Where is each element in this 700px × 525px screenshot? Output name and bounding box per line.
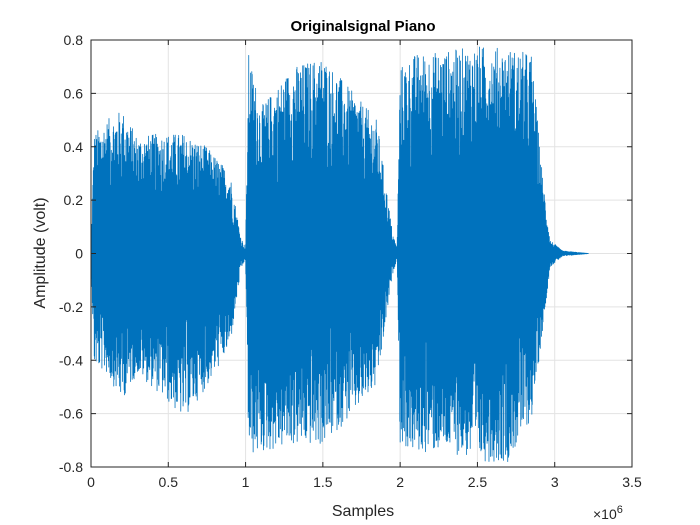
x-axis-exponent-base: ×10 [593, 506, 617, 522]
y-tick-label: -0.6 [59, 406, 83, 422]
x-tick-label: 0.5 [159, 474, 179, 490]
x-tick-label: 2.5 [468, 474, 488, 490]
y-tick-label: -0.2 [59, 299, 83, 315]
x-axis-exponent: ×106 [593, 504, 623, 522]
signal-series [90, 46, 589, 463]
y-tick-label: 0.6 [64, 85, 84, 101]
y-tick-label: 0.2 [64, 192, 84, 208]
x-tick-label: 3.5 [622, 474, 642, 490]
x-tick-label: 3 [551, 474, 559, 490]
x-axis-exponent-power: 6 [617, 504, 623, 516]
y-axis-label: Amplitude (volt) [32, 197, 49, 308]
x-tick-label: 2 [396, 474, 404, 490]
x-axis-label: Samples [332, 503, 394, 520]
y-tick-label: 0.4 [64, 139, 84, 155]
chart-title: Originalsignal Piano [290, 18, 435, 35]
x-tick-label: 1 [242, 474, 250, 490]
y-tick-label: 0.8 [64, 32, 84, 48]
y-tick-label: 0 [75, 246, 83, 262]
x-tick-label: 0 [87, 474, 95, 490]
y-axis-ticks: -0.8 -0.6 -0.4 -0.2 0 0.2 0.4 0.6 0.8 [59, 32, 632, 475]
x-tick-label: 1.5 [313, 474, 333, 490]
y-tick-label: -0.8 [59, 459, 83, 475]
x-axis-ticks: 0 0.5 1 1.5 2 2.5 3 3.5 [87, 40, 642, 490]
signal-line [90, 46, 589, 463]
y-tick-label: -0.4 [59, 352, 83, 368]
